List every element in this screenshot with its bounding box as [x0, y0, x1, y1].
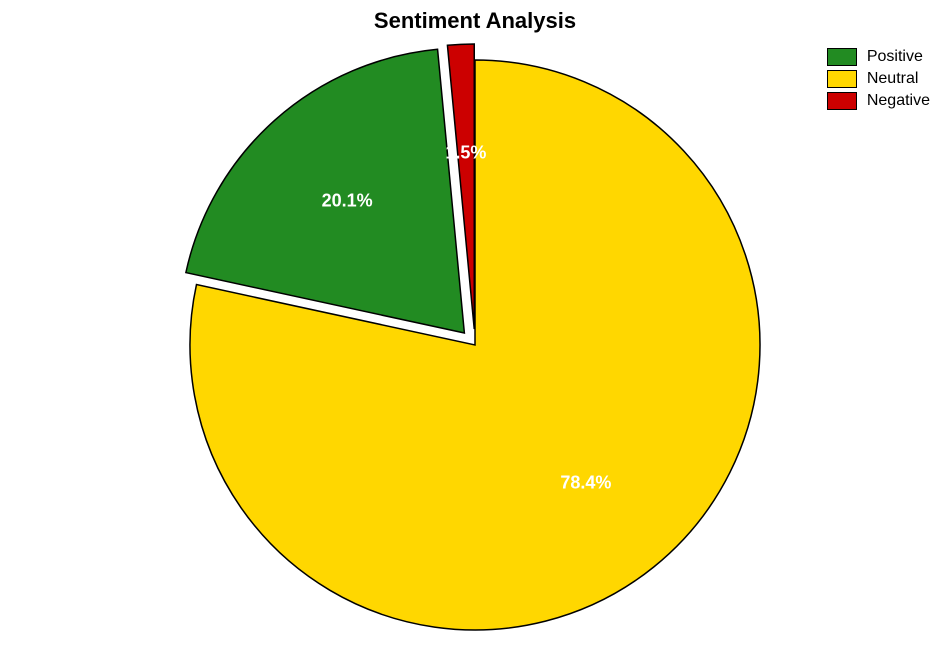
legend-swatch-negative — [827, 92, 857, 110]
legend-item-negative: Negative — [827, 92, 930, 110]
legend-label-negative: Negative — [867, 92, 930, 110]
pie-slice-positive — [186, 49, 465, 333]
legend-swatch-neutral — [827, 70, 857, 88]
legend-label-positive: Positive — [867, 48, 923, 66]
legend-item-positive: Positive — [827, 48, 930, 66]
legend-label-neutral: Neutral — [867, 70, 919, 88]
legend-swatch-positive — [827, 48, 857, 66]
pie-svg — [0, 0, 950, 662]
legend: Positive Neutral Negative — [827, 48, 930, 114]
legend-item-neutral: Neutral — [827, 70, 930, 88]
pie-chart: 78.4%20.1%1.5% — [0, 0, 950, 662]
